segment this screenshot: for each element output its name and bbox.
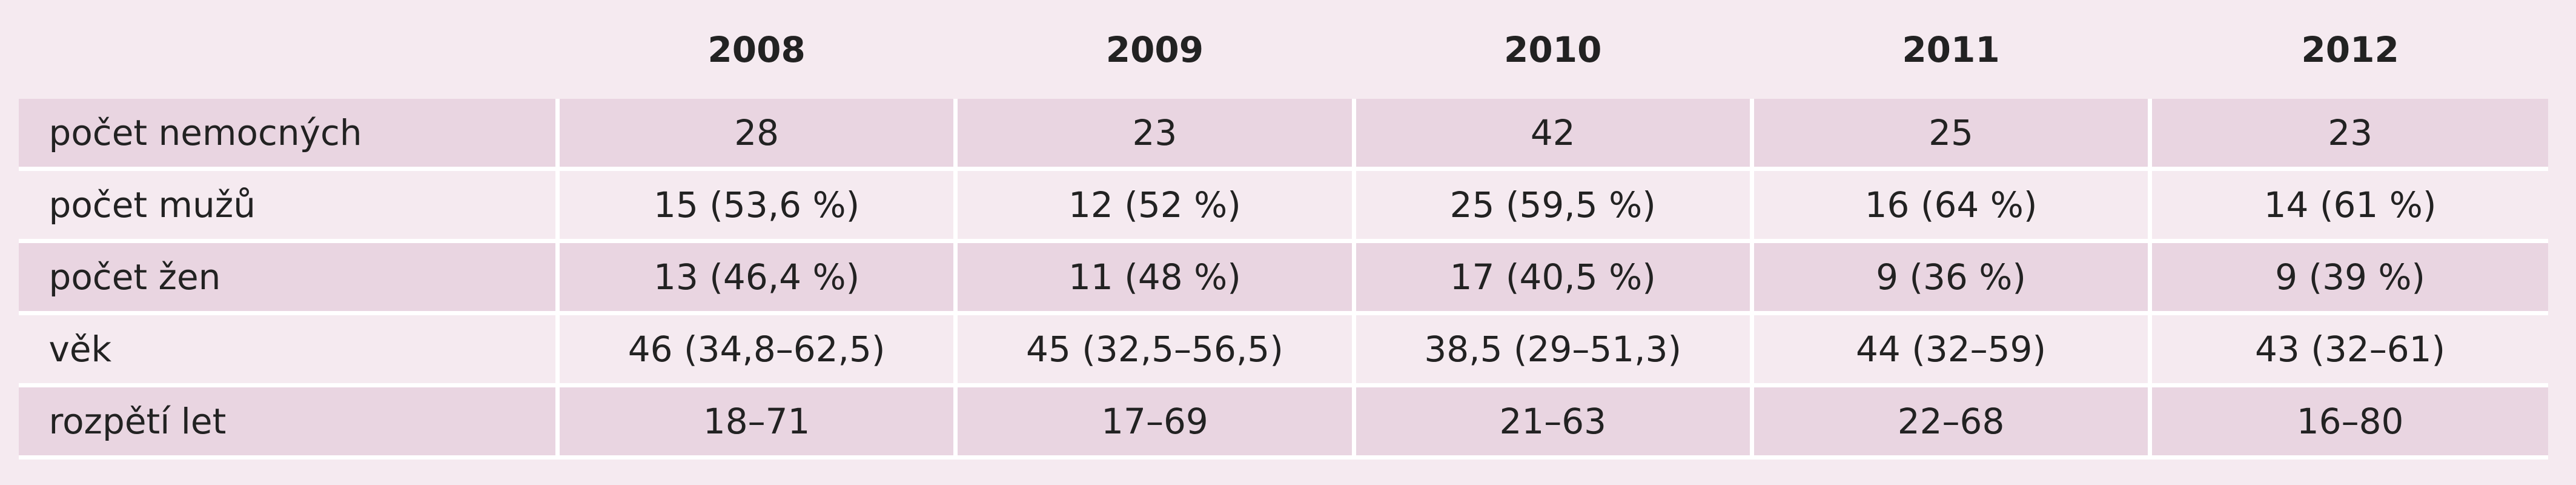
row-label: počet nemocných	[18, 99, 560, 171]
column-header: 2011	[1749, 0, 2150, 99]
cell: 22–68	[1749, 385, 2153, 460]
cell: 46 (34,8–62,5)	[555, 313, 958, 387]
cell: 15 (53,6 %)	[555, 169, 958, 243]
column-header: 2012	[2148, 0, 2548, 99]
cell: 9 (36 %)	[1749, 241, 2153, 315]
table-row: věk 46 (34,8–62,5) 45 (32,5–56,5) 38,5 (29–…	[18, 313, 2548, 387]
cell: 16–80	[2148, 385, 2548, 460]
cell: 11 (48 %)	[953, 241, 1356, 315]
cell: 14 (61 %)	[2148, 169, 2548, 243]
cell: 21–63	[1351, 385, 1754, 460]
table-body: počet nemocných 28 23 42 25 23 počet mužů 15 (5…	[18, 99, 2548, 460]
row-label: rozpětí let	[18, 385, 560, 460]
cell: 16 (64 %)	[1749, 169, 2153, 243]
cell: 38,5 (29–51,3)	[1351, 313, 1754, 387]
row-label: věk	[18, 313, 560, 387]
column-header: 2009	[953, 0, 1354, 99]
column-header: 2008	[555, 0, 956, 99]
column-header: 2010	[1351, 0, 1752, 99]
cell: 17–69	[953, 385, 1356, 460]
cell: 25 (59,5 %)	[1351, 169, 1754, 243]
cell: 23	[2148, 99, 2548, 171]
cell: 23	[953, 99, 1356, 171]
cell: 9 (39 %)	[2148, 241, 2548, 315]
table-row: rozpětí let 18–71 17–69 21–63 22–68 16–80	[18, 385, 2548, 460]
cell: 17 (40,5 %)	[1351, 241, 1754, 315]
corner-cell	[16, 0, 558, 99]
table-row: počet žen 13 (46,4 %) 11 (48 %) 17 (40,5 %)…	[18, 241, 2548, 315]
cell: 25	[1749, 99, 2153, 171]
cell: 45 (32,5–56,5)	[953, 313, 1356, 387]
data-table: 2008 2009 2010 2011 2012 počet nemocných 28 23…	[16, 0, 2548, 460]
header-row: 2008 2009 2010 2011 2012	[16, 0, 2548, 99]
table-row: počet mužů 15 (53,6 %) 12 (52 %) 25 (59,5 %…	[18, 169, 2548, 243]
row-label: počet mužů	[18, 169, 560, 243]
row-label: počet žen	[18, 241, 560, 315]
cell: 13 (46,4 %)	[555, 241, 958, 315]
cell: 12 (52 %)	[953, 169, 1356, 243]
cell: 44 (32–59)	[1749, 313, 2153, 387]
cell: 18–71	[555, 385, 958, 460]
cell: 28	[555, 99, 958, 171]
table-row: počet nemocných 28 23 42 25 23	[18, 99, 2548, 171]
cell: 42	[1351, 99, 1754, 171]
cell: 43 (32–61)	[2148, 313, 2548, 387]
